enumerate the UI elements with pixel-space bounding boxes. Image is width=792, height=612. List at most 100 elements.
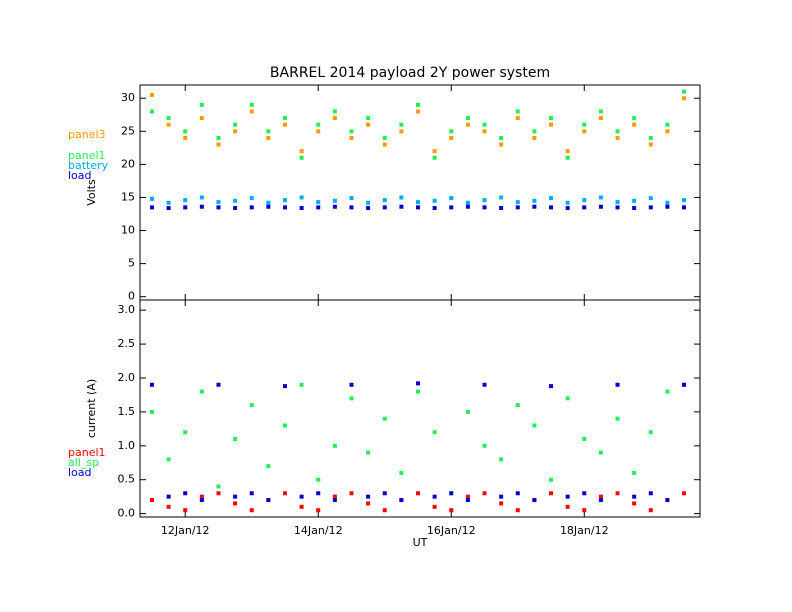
y-tick-label: 0 (128, 290, 135, 303)
point (582, 491, 587, 496)
point (598, 116, 603, 121)
point (199, 498, 204, 503)
point (416, 491, 421, 496)
point (149, 382, 154, 387)
point (549, 477, 554, 482)
point (183, 508, 188, 513)
point (282, 116, 287, 121)
point (399, 122, 404, 127)
point (216, 205, 221, 210)
point (465, 200, 470, 205)
point (632, 494, 637, 499)
point (149, 92, 154, 97)
point (299, 494, 304, 499)
point (549, 122, 554, 127)
point (149, 498, 154, 503)
point (482, 382, 487, 387)
point (166, 200, 171, 205)
x-tick-label: 12Jan/12 (161, 524, 210, 537)
point (382, 205, 387, 210)
point (249, 205, 254, 210)
point (266, 135, 271, 140)
point (499, 142, 504, 147)
point (366, 122, 371, 127)
point (465, 498, 470, 503)
point (199, 389, 204, 394)
point (549, 205, 554, 210)
point (482, 205, 487, 210)
point (465, 409, 470, 414)
point (166, 504, 171, 509)
y-tick-label: 20 (121, 157, 135, 170)
point (349, 129, 354, 134)
point (565, 396, 570, 401)
point (366, 501, 371, 506)
legend-label: all_sp (68, 456, 99, 469)
point (515, 403, 520, 408)
point (282, 205, 287, 210)
point (183, 491, 188, 496)
point (515, 200, 520, 205)
point (615, 129, 620, 134)
point (598, 450, 603, 455)
point (349, 196, 354, 201)
point (266, 200, 271, 205)
y-tick-label: 30 (121, 91, 135, 104)
point (282, 122, 287, 127)
point (615, 205, 620, 210)
point (416, 102, 421, 107)
point (515, 116, 520, 121)
point (598, 498, 603, 503)
point (382, 198, 387, 203)
point (615, 200, 620, 205)
point (282, 423, 287, 428)
point (432, 494, 437, 499)
point (216, 200, 221, 205)
point (332, 116, 337, 121)
point (582, 129, 587, 134)
point (249, 196, 254, 201)
point (582, 437, 587, 442)
point (565, 504, 570, 509)
point (449, 129, 454, 134)
x-tick-label: 14Jan/12 (294, 524, 343, 537)
point (299, 382, 304, 387)
point (615, 491, 620, 496)
point (565, 206, 570, 211)
point (399, 204, 404, 209)
point (349, 396, 354, 401)
point (499, 206, 504, 211)
point (249, 508, 254, 513)
point (549, 491, 554, 496)
point (332, 198, 337, 203)
point (565, 494, 570, 499)
point (648, 205, 653, 210)
point (266, 464, 271, 469)
point (665, 200, 670, 205)
y-tick-label: 0.5 (118, 473, 136, 486)
point (366, 494, 371, 499)
point (648, 135, 653, 140)
point (299, 206, 304, 211)
point (532, 498, 537, 503)
point (665, 389, 670, 394)
y-axis-label: Volts (85, 179, 98, 206)
point (216, 484, 221, 489)
point (449, 135, 454, 140)
point (249, 403, 254, 408)
point (499, 195, 504, 200)
point (332, 443, 337, 448)
point (632, 206, 637, 211)
point (216, 491, 221, 496)
point (432, 430, 437, 435)
point (632, 501, 637, 506)
point (166, 494, 171, 499)
point (366, 116, 371, 121)
point (282, 198, 287, 203)
point (332, 498, 337, 503)
point (665, 129, 670, 134)
point (183, 129, 188, 134)
legend-label: panel1 (68, 149, 106, 162)
y-tick-label: 15 (121, 190, 135, 203)
